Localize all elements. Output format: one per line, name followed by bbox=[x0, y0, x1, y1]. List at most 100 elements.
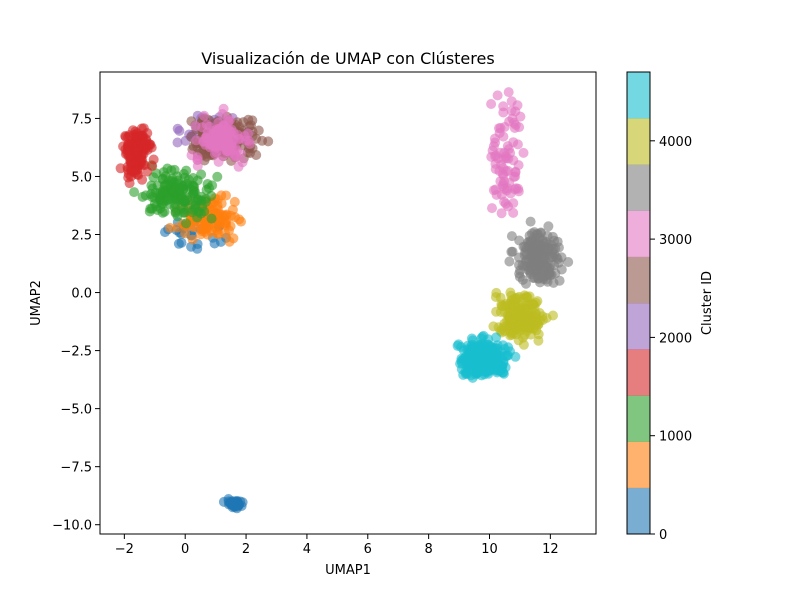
x-tick-label: 8 bbox=[424, 542, 432, 557]
scatter-point bbox=[488, 321, 499, 332]
scatter-point bbox=[506, 246, 517, 257]
scatter-point bbox=[491, 349, 502, 360]
y-tick-label: 0.0 bbox=[71, 287, 92, 302]
scatter-point bbox=[477, 338, 488, 349]
scatter-point bbox=[523, 311, 534, 322]
scatter-point bbox=[472, 357, 483, 368]
scatter-point bbox=[530, 311, 541, 322]
scatter-point bbox=[175, 183, 186, 194]
scatter-point bbox=[526, 298, 537, 309]
scatter-point bbox=[212, 224, 222, 235]
scatter-point bbox=[219, 141, 230, 152]
scatter-point bbox=[227, 130, 238, 141]
scatter-point bbox=[243, 135, 254, 146]
scatter-point bbox=[496, 159, 506, 170]
scatter-point bbox=[509, 117, 519, 128]
scatter-point bbox=[157, 207, 168, 218]
scatter-point bbox=[253, 125, 264, 136]
scatter-point bbox=[215, 236, 226, 247]
scatter-point bbox=[532, 229, 543, 240]
x-axis-label: UMAP1 bbox=[325, 563, 371, 578]
y-tick-label: 2.5 bbox=[71, 229, 92, 244]
plot-frame bbox=[99, 71, 597, 535]
scatter-point bbox=[196, 191, 207, 202]
scatter-point bbox=[251, 150, 262, 160]
scatter-point bbox=[521, 291, 532, 302]
scatter-point bbox=[496, 301, 507, 312]
scatter-point bbox=[172, 211, 183, 222]
scatter-point bbox=[542, 230, 553, 241]
scatter-point bbox=[513, 335, 524, 346]
x-tick-label: 10 bbox=[481, 542, 498, 557]
scatter-point bbox=[197, 201, 208, 212]
scatter-point bbox=[213, 156, 224, 167]
cluster-group bbox=[186, 103, 255, 172]
scatter-point bbox=[201, 131, 212, 141]
scatter-point bbox=[169, 202, 180, 213]
scatter-point bbox=[179, 172, 190, 183]
cluster-group bbox=[129, 160, 223, 229]
scatter-point bbox=[180, 228, 191, 239]
scatter-point bbox=[508, 172, 519, 182]
scatter-point bbox=[505, 148, 516, 158]
colorbar-segment bbox=[627, 210, 650, 258]
scatter-point bbox=[221, 190, 231, 201]
scatter-point bbox=[525, 216, 536, 227]
scatter-point bbox=[487, 203, 497, 214]
scatter-point bbox=[495, 147, 506, 158]
scatter-point bbox=[498, 107, 509, 118]
scatter-point bbox=[129, 187, 140, 198]
colorbar-tick-label: 2000 bbox=[659, 331, 692, 346]
x-tick-label: 12 bbox=[542, 542, 559, 557]
scatter-point bbox=[552, 254, 563, 264]
scatter-point bbox=[127, 138, 138, 149]
scatter-point bbox=[506, 314, 517, 325]
scatter-point bbox=[554, 275, 565, 286]
scatter-point bbox=[466, 341, 477, 352]
colorbar-segment bbox=[627, 164, 650, 211]
scatter-point bbox=[525, 329, 536, 340]
scatter-point bbox=[158, 167, 169, 178]
scatter-point bbox=[477, 331, 488, 342]
cluster-group bbox=[452, 330, 521, 383]
colorbar-label: Cluster ID bbox=[700, 271, 715, 335]
x-tick-label: −2 bbox=[115, 542, 134, 557]
y-axis: −10.0 −7.5 −5.0 −2.5 0.0 2.5 5.0 7.5 bbox=[52, 112, 100, 534]
scatter-point bbox=[205, 142, 216, 153]
scatter-point bbox=[233, 161, 244, 172]
scatter-point bbox=[512, 139, 523, 150]
y-tick-label: 5.0 bbox=[71, 170, 92, 185]
scatter-points bbox=[115, 87, 574, 514]
scatter-point bbox=[227, 145, 238, 156]
x-tick-label: 0 bbox=[181, 542, 189, 557]
scatter-point bbox=[492, 367, 503, 378]
y-axis-label: UMAP2 bbox=[29, 280, 44, 326]
colorbar-tick-label: 3000 bbox=[659, 233, 692, 248]
scatter-point bbox=[181, 218, 192, 229]
scatter-point bbox=[513, 183, 524, 194]
scatter-point bbox=[499, 196, 510, 207]
scatter-point bbox=[518, 147, 529, 158]
scatter-point bbox=[519, 250, 530, 260]
scatter-point bbox=[210, 129, 221, 140]
scatter-point bbox=[122, 162, 133, 172]
x-tick-label: 6 bbox=[364, 542, 372, 557]
scatter-point bbox=[206, 213, 217, 224]
scatter-point bbox=[510, 293, 521, 303]
y-tick-label: −2.5 bbox=[60, 345, 92, 360]
scatter-point bbox=[556, 264, 567, 275]
scatter-point bbox=[228, 233, 239, 244]
scatter-point bbox=[187, 190, 198, 200]
scatter-point bbox=[510, 351, 521, 362]
scatter-point bbox=[490, 184, 501, 195]
colorbar-segment bbox=[627, 487, 650, 535]
scatter-point bbox=[146, 142, 157, 153]
scatter-point bbox=[535, 277, 545, 288]
scatter-point bbox=[196, 226, 207, 237]
x-axis: −2 0 2 4 6 8 10 12 bbox=[115, 534, 559, 557]
scatter-point bbox=[172, 123, 183, 134]
chart-title: Visualización de UMAP con Clústeres bbox=[201, 49, 494, 68]
scatter-point bbox=[220, 217, 231, 228]
scatter-point bbox=[508, 198, 519, 209]
